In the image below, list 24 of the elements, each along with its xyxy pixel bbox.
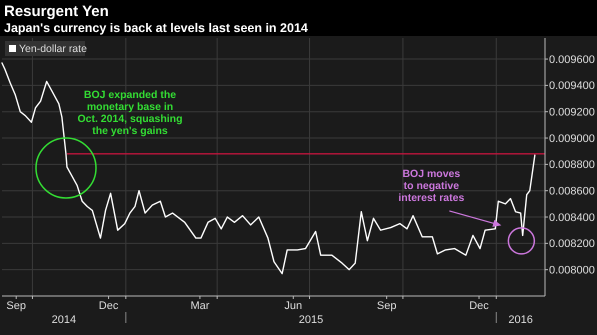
x-tick-label: Dec bbox=[98, 300, 119, 312]
y-tick-label: 0.008000 bbox=[549, 264, 595, 277]
x-tick-label: Mar bbox=[190, 300, 210, 312]
x-tick-label: Dec bbox=[469, 300, 490, 312]
annotation: BOJ moves to negative interest rates bbox=[398, 168, 464, 204]
text: 2015 bbox=[298, 314, 324, 326]
chart-subtitle: Japan's currency is back at levels last seen in 2014 bbox=[4, 21, 308, 35]
text: 2016 bbox=[508, 314, 533, 326]
y-tick-label: 0.008400 bbox=[549, 212, 595, 224]
x-tick-label: Sep bbox=[6, 300, 26, 312]
legend-label: Yen-dollar rate bbox=[19, 43, 88, 55]
chart-title: Resurgent Yen bbox=[4, 3, 109, 20]
y-tick-label: 0.009400 bbox=[549, 80, 595, 92]
x-tick-label: Sep bbox=[376, 300, 396, 312]
y-tick-label: 0.008800 bbox=[549, 159, 595, 172]
y-tick-label: 0.009600 bbox=[549, 54, 595, 66]
text: 2014 bbox=[52, 314, 76, 326]
y-tick-label: 0.009000 bbox=[549, 132, 595, 145]
y-tick-label: 0.008200 bbox=[549, 238, 595, 250]
annotation: BOJ expanded the monetary base in Oct. 2014, squashing the yen's gains bbox=[77, 89, 183, 137]
y-tick-label: 0.008600 bbox=[549, 186, 595, 198]
line-series bbox=[1, 62, 536, 274]
y-tick-label: 0.009200 bbox=[549, 106, 595, 119]
x-tick-label: Jun bbox=[284, 300, 302, 312]
